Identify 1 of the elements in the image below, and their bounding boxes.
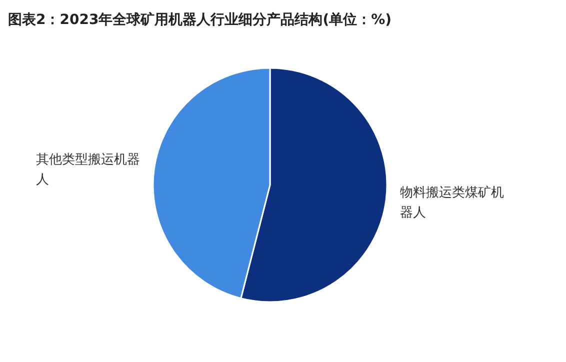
chart-title: 图表2：2023年全球矿用机器人行业细分产品结构(单位：%) [8,11,392,28]
